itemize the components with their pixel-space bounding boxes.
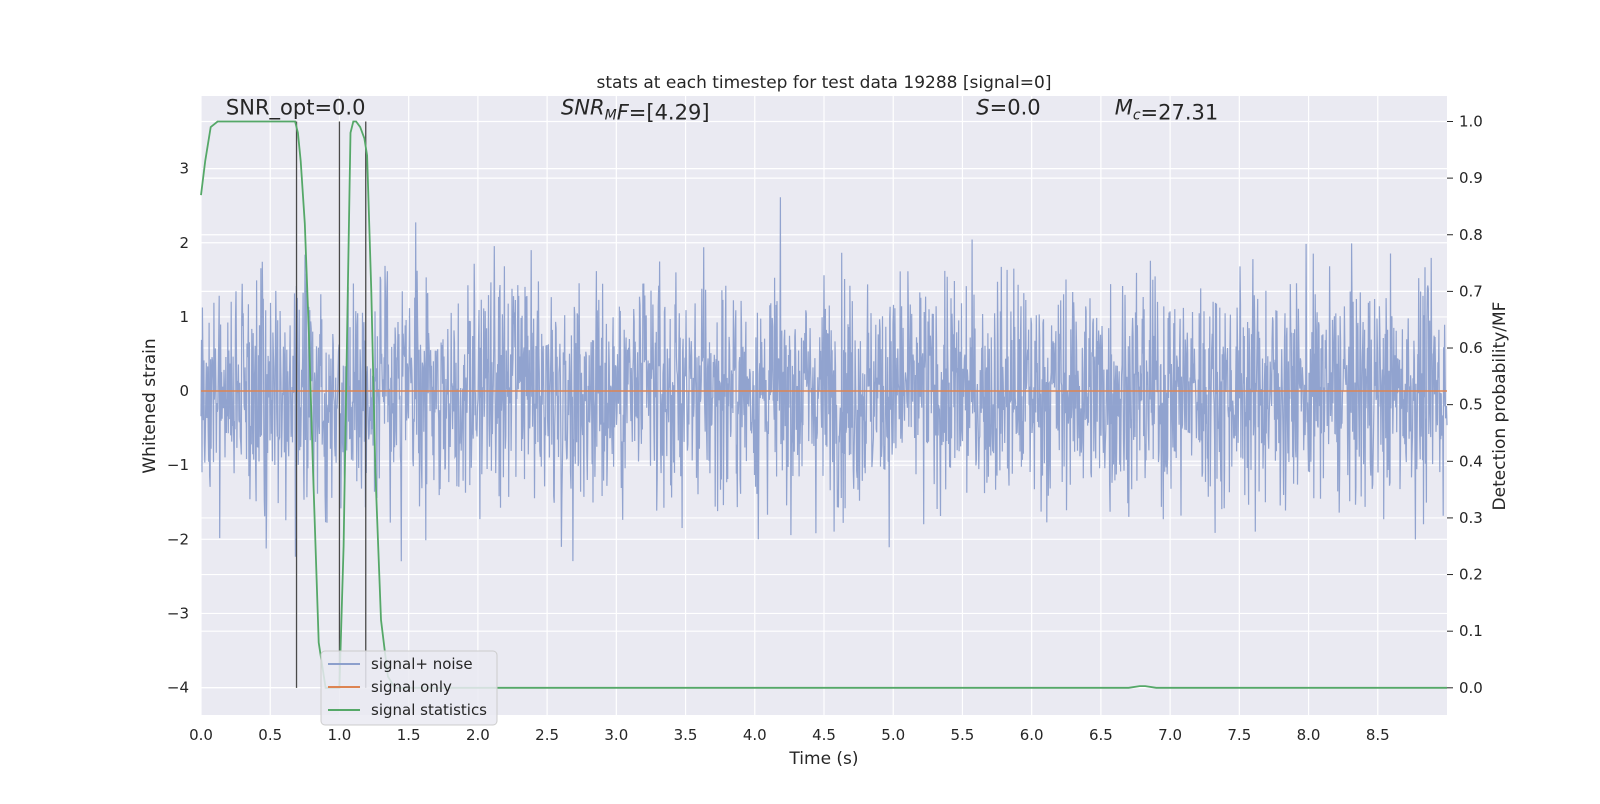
- y-right-tick-label: 0.4: [1459, 452, 1483, 470]
- legend-label-signal-noise: signal+ noise: [371, 655, 473, 673]
- y-right-tick-label: 0.6: [1459, 339, 1483, 357]
- annotation-snr-opt: SNR_opt=0.0: [226, 96, 366, 121]
- x-tick-label: 7.0: [1158, 726, 1182, 744]
- x-tick-label: 8.0: [1297, 726, 1321, 744]
- y-axis-label: Whitened strain: [140, 338, 160, 473]
- annotation-mc: Mc=27.31: [1115, 96, 1219, 125]
- y-right-axis-label: Detection probability/MF: [1490, 302, 1510, 511]
- y-tick-label: 2: [179, 234, 189, 252]
- series-signal-noise: [200, 197, 1448, 562]
- annotation-s-stat: S=0.0: [976, 96, 1040, 120]
- y-right-tick-label: 0.1: [1459, 622, 1483, 640]
- annotation-part: M: [1115, 96, 1133, 120]
- legend-box: [320, 650, 498, 726]
- y-tick-label: 0: [179, 382, 189, 400]
- annotation-snr-mf: SNRMF=[4.29]: [561, 96, 710, 125]
- legend-label-signal-statistics: signal statistics: [371, 701, 487, 719]
- x-tick-label: 6.5: [1089, 726, 1113, 744]
- annotation-part: S: [976, 96, 989, 120]
- annotation-part: =27.31: [1141, 101, 1219, 125]
- annotation-part: M: [605, 108, 617, 124]
- y-tick-label: −2: [167, 530, 189, 548]
- y-tick-label: 1: [179, 308, 189, 326]
- legend: signal+ noise signal only signal statist…: [320, 650, 498, 726]
- x-tick-label: 5.5: [951, 726, 975, 744]
- x-tick-label: 2.0: [466, 726, 490, 744]
- y-right-tick-label: 0.9: [1459, 169, 1483, 187]
- y-right-tick-label: 0.2: [1459, 566, 1483, 584]
- y-right-tick-label: 0.3: [1459, 509, 1483, 527]
- x-tick-label: 3.5: [674, 726, 698, 744]
- annotation-part: c: [1133, 108, 1141, 124]
- x-tick-label: 2.5: [535, 726, 559, 744]
- y-tick-label: −3: [167, 604, 189, 622]
- y-tick-label: −4: [167, 679, 189, 697]
- annotation-part: =0.0: [990, 96, 1041, 120]
- annotation-part: =[4.29]: [629, 101, 710, 125]
- x-tick-label: 5.0: [881, 726, 905, 744]
- y-right-tick-label: 1.0: [1459, 112, 1483, 130]
- x-tick-label: 0.5: [258, 726, 282, 744]
- x-tick-label: 6.0: [1020, 726, 1044, 744]
- x-tick-label: 8.5: [1366, 726, 1390, 744]
- annotation-part: F: [617, 101, 630, 125]
- signal-statistics-line: [200, 120, 1447, 689]
- x-axis-label: Time (s): [788, 749, 858, 769]
- x-tick-label: 1.5: [397, 726, 421, 744]
- y-tick-label: −1: [167, 456, 189, 474]
- x-tick-label: 1.0: [328, 726, 352, 744]
- y-right-tick-label: 0.0: [1459, 679, 1483, 697]
- x-tick-label: 4.0: [743, 726, 767, 744]
- y-right-tick-label: 0.7: [1459, 282, 1483, 300]
- y-right-tick-label: 0.5: [1459, 396, 1483, 414]
- x-tick-label: 4.5: [812, 726, 836, 744]
- x-tick-label: 0.0: [189, 726, 213, 744]
- legend-label-signal-only: signal only: [371, 678, 452, 696]
- series-signal-statistics: [200, 120, 1447, 689]
- y-tick-label: 3: [179, 160, 189, 178]
- y-right-tick-label: 0.8: [1459, 226, 1483, 244]
- chart-title: stats at each timestep for test data 192…: [597, 73, 1052, 93]
- annotation-part: SNR: [561, 96, 605, 120]
- x-tick-label: 7.5: [1227, 726, 1251, 744]
- x-tick-label: 3.0: [604, 726, 628, 744]
- signal-noise-line: [200, 197, 1448, 562]
